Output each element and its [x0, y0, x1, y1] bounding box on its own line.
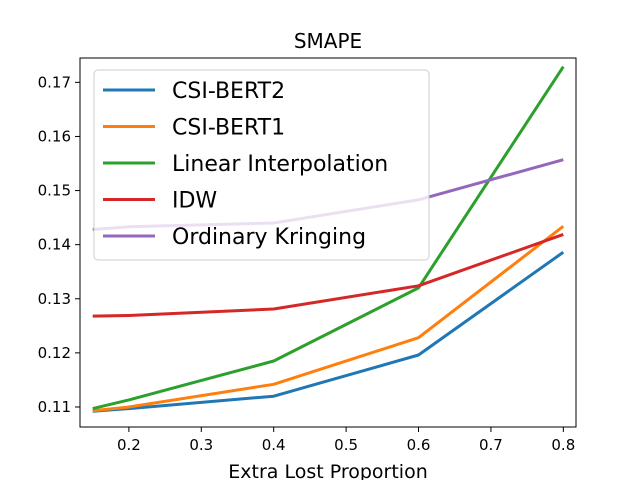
legend-box — [93, 69, 430, 261]
x-tick-label: 0.3 — [189, 436, 213, 454]
series-line-0 — [92, 250, 565, 413]
legend-label-1: CSI-BERT1 — [172, 116, 285, 141]
axes-layer: 0.2 0.3 0.4 0.5 0.6 0.7 0.8 0.11 0.12 0.13 0.14 0.1… — [38, 57, 577, 454]
x-tick-label: 0.8 — [551, 436, 575, 454]
y-tick-label: 0.13 — [38, 290, 71, 308]
plot-frame — [79, 57, 577, 428]
series-line-3 — [92, 232, 564, 318]
y-tick-label: 0.14 — [38, 236, 71, 254]
legend: CSI-BERT2 CSI-BERT1 Linear Interpolation ID… — [93, 69, 430, 261]
legend-label-3: IDW — [172, 189, 217, 214]
series-line-1 — [92, 225, 565, 413]
y-tick-label: 0.17 — [38, 73, 71, 91]
x-tick-label: 0.4 — [262, 436, 286, 454]
y-tick-label: 0.11 — [38, 398, 71, 416]
x-tick-label: 0.2 — [117, 436, 141, 454]
series-line-2 — [92, 65, 565, 411]
legend-label-2: Linear Interpolation — [172, 152, 388, 177]
y-tick-label: 0.16 — [38, 127, 71, 145]
x-tick-label: 0.5 — [334, 436, 358, 454]
y-tick-label: 0.12 — [38, 344, 71, 362]
x-tick-label: 0.6 — [407, 436, 431, 454]
y-tick-label: 0.15 — [38, 182, 71, 200]
x-axis-label: Extra Lost Proportion — [228, 461, 428, 480]
chart-title: SMAPE — [294, 29, 362, 53]
legend-label-4: Ordinary Kringing — [172, 225, 366, 250]
legend-label-0: CSI-BERT2 — [172, 79, 285, 104]
x-tick-label: 0.7 — [479, 436, 503, 454]
